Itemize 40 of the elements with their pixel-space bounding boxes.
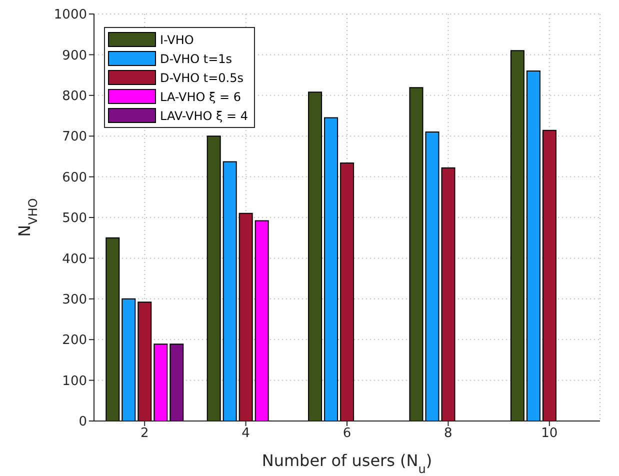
- y-tick-label: 800: [62, 89, 87, 104]
- bar: [441, 167, 456, 421]
- bar: [122, 298, 136, 421]
- bar: [409, 87, 424, 421]
- y-tick-label: 400: [62, 252, 87, 267]
- y-tick-label: 300: [62, 292, 87, 308]
- y-tick-label: 0: [78, 414, 87, 430]
- bar: [106, 237, 120, 421]
- legend-label: I-VHO: [160, 32, 194, 46]
- bar: [170, 344, 184, 421]
- legend-label: LA-VHO ξ = 6: [160, 90, 242, 104]
- bar: [238, 212, 253, 421]
- bar: [324, 117, 338, 421]
- legend-label: D-VHO t=0.5s: [160, 70, 244, 84]
- legend-label: LAV-VHO ξ = 4: [160, 108, 248, 122]
- legend-label: D-VHO t=1s: [160, 52, 232, 66]
- y-tick-label: 1000: [54, 8, 87, 23]
- x-tick-label: 10: [541, 426, 558, 442]
- x-tick-label: 4: [242, 426, 250, 442]
- bar: [308, 92, 322, 421]
- bar: [425, 132, 440, 421]
- bar: [340, 162, 354, 421]
- y-tick-label: 900: [62, 48, 87, 64]
- x-tick-label: 6: [342, 426, 352, 442]
- x-tick-label: 8: [444, 426, 452, 442]
- x-axis-title: Number of users (N$_{u}$): [262, 451, 432, 476]
- bar: [154, 344, 168, 421]
- bar: [222, 161, 237, 421]
- bar: [254, 220, 269, 421]
- bar: [138, 302, 152, 421]
- y-tick-label: 100: [62, 374, 87, 389]
- y-tick-label: 600: [62, 170, 87, 186]
- bar: [206, 136, 221, 421]
- y-tick-label: 200: [62, 333, 87, 348]
- y-tick-label: 500: [62, 211, 87, 226]
- x-tick-label: 2: [140, 426, 149, 442]
- bar: [526, 70, 540, 421]
- y-tick-label: 700: [62, 130, 87, 145]
- bar: [542, 130, 556, 421]
- bar: [510, 50, 524, 421]
